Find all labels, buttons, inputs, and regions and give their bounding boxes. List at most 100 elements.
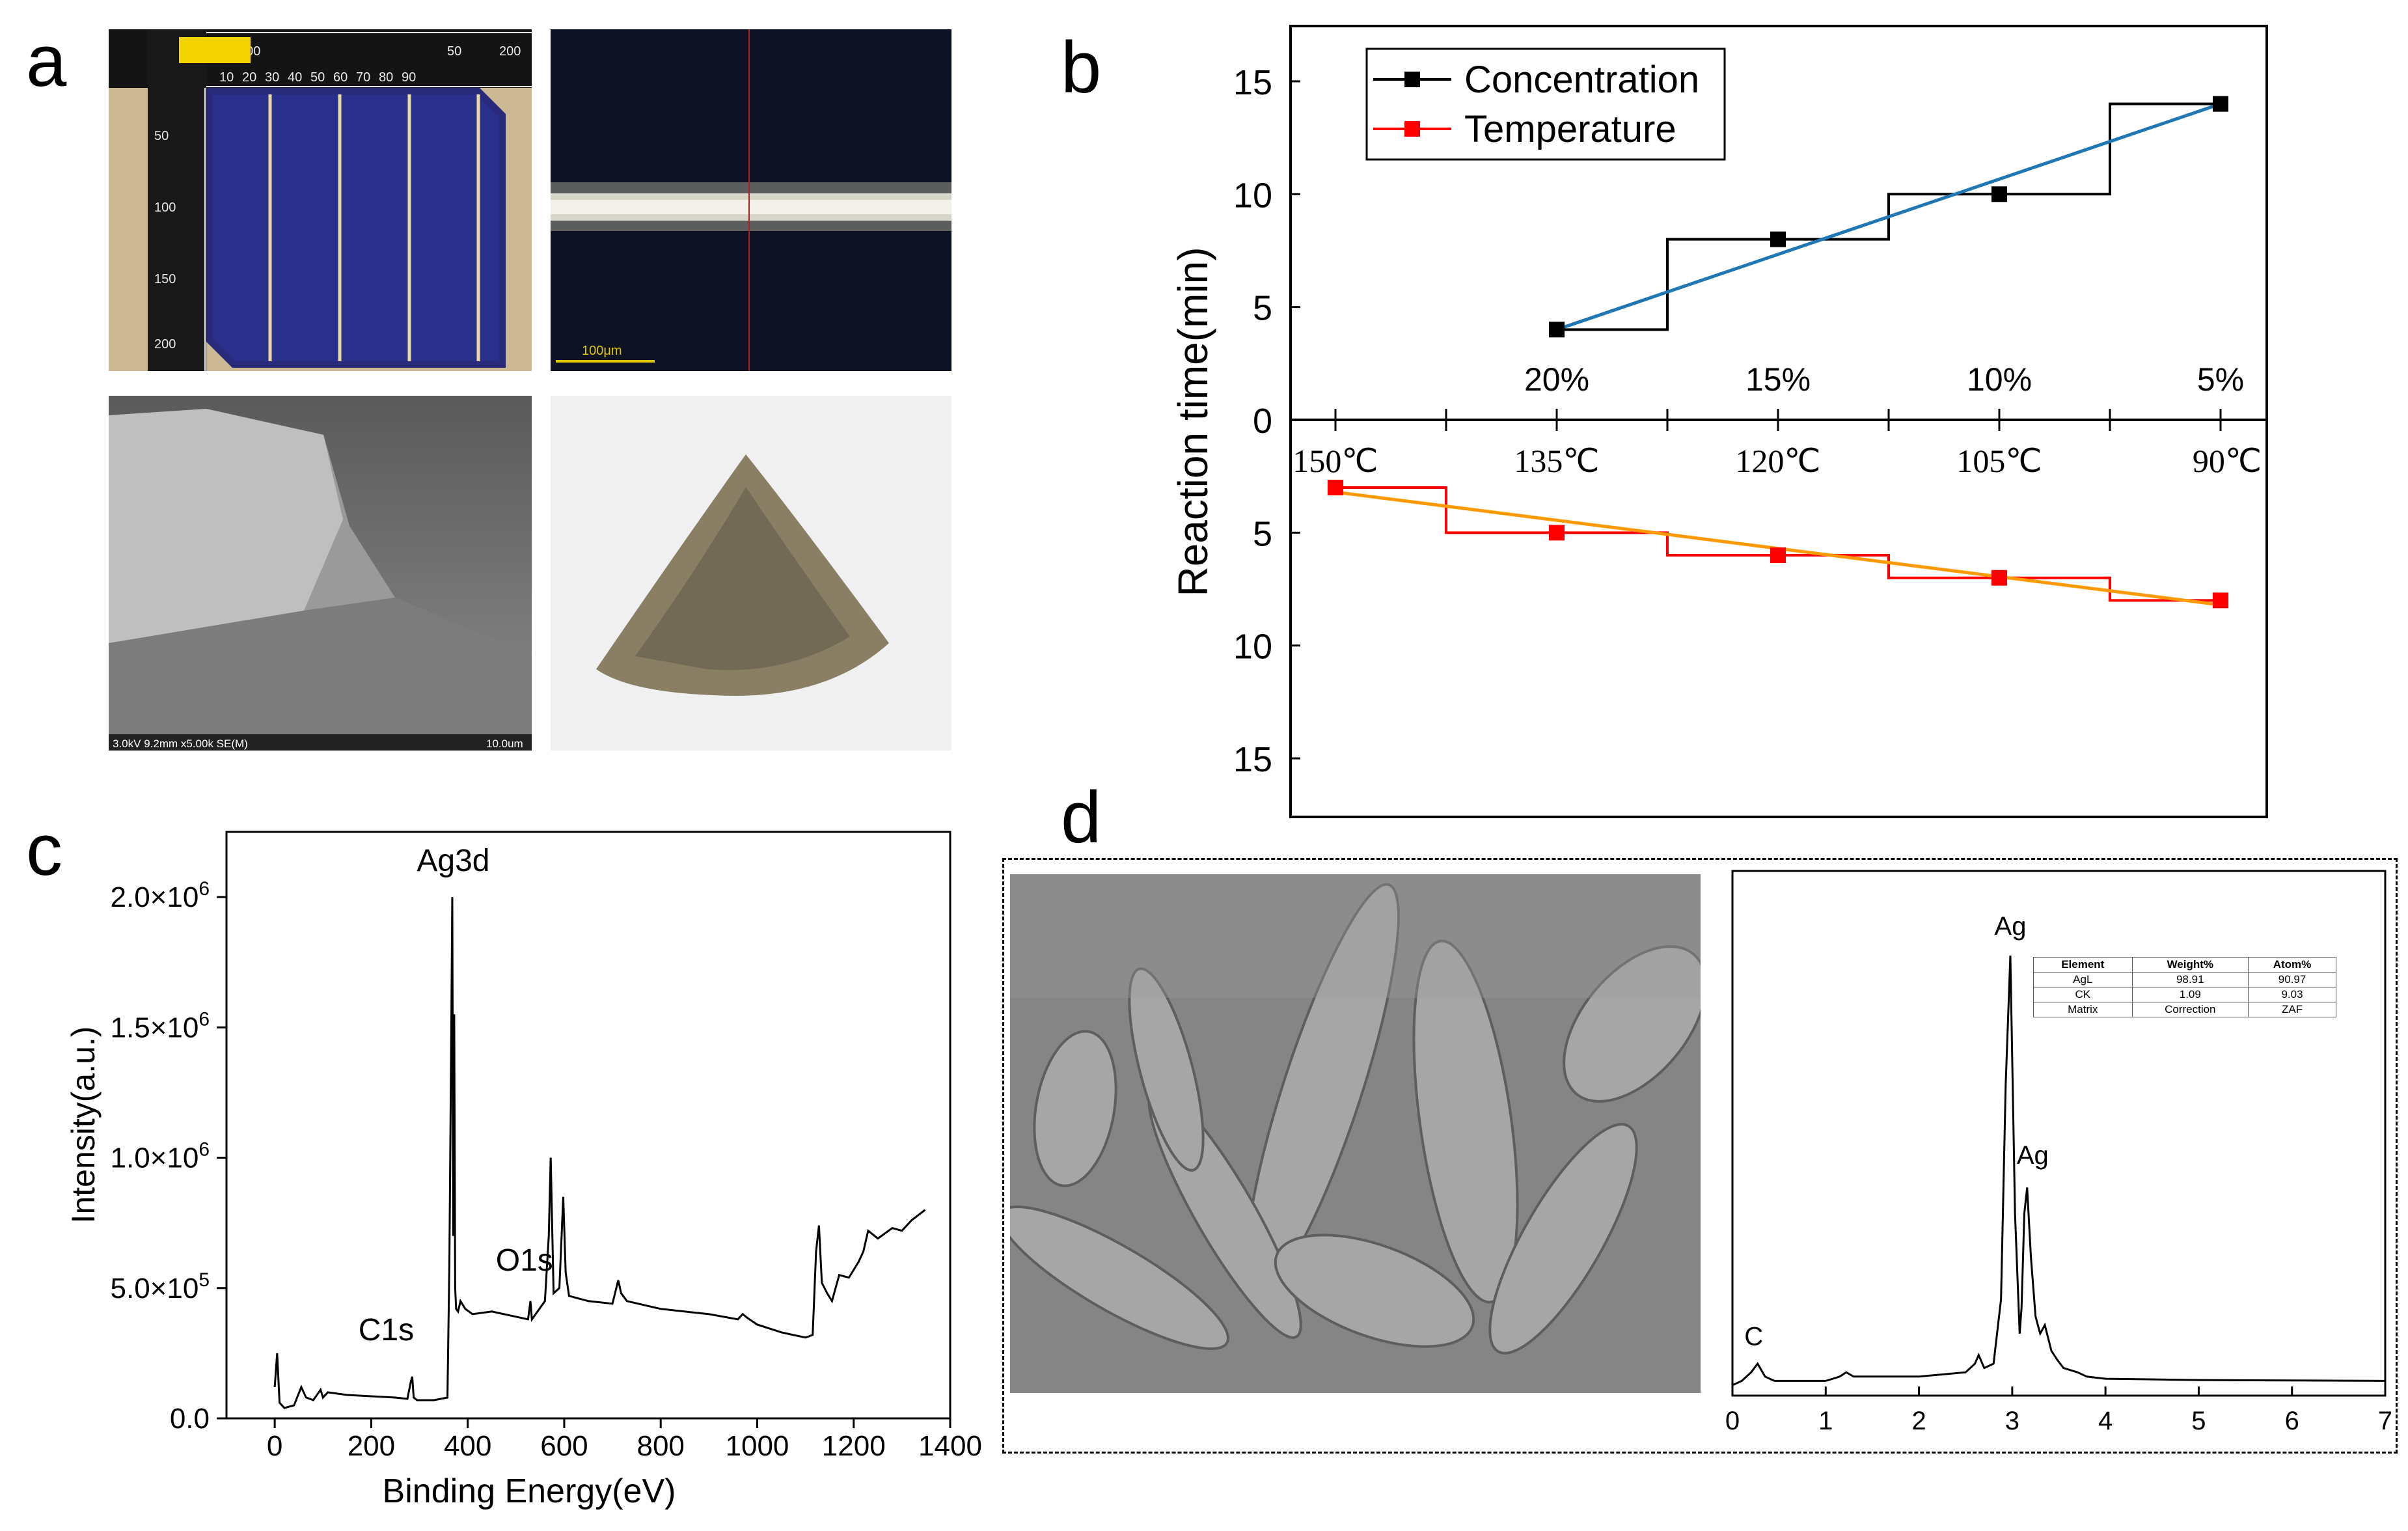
temperature-point: [1770, 547, 1786, 564]
ruler-label: 60: [333, 70, 348, 85]
temperature-point: [1549, 525, 1565, 541]
chart-c-xtick-label: 200: [348, 1430, 395, 1462]
temperature-label: 135℃: [1514, 443, 1599, 479]
table-row: CK 1.09 9.03: [2033, 987, 2336, 1002]
chart-b-ytick-label: 5: [1253, 289, 1272, 328]
chart-c-xtick-label: 600: [540, 1430, 588, 1462]
chart-c-ytick-label: 0.0: [170, 1403, 210, 1435]
table-row: Matrix Correction ZAF: [2033, 1002, 2336, 1017]
legend-concentration-marker: [1404, 72, 1420, 87]
concentration-label: 10%: [1967, 361, 2032, 398]
chart-b-ylabel: Reaction time(min): [1170, 247, 1216, 596]
panel-letter-c: c: [26, 809, 62, 890]
ruler-label: 50: [310, 70, 325, 85]
chart-d-xtick-label: 3: [2005, 1407, 2019, 1435]
ruler-label: 70: [356, 70, 370, 85]
eds-peak-label: Ag: [1995, 912, 2027, 941]
temperature-label: 120℃: [1735, 443, 1820, 479]
chart-b-ytick-label: 15: [1233, 740, 1272, 779]
xps-spectrum-line: [273, 897, 926, 1409]
panel-letter-d: d: [1061, 777, 1102, 858]
chart-b-ytick-label: 5: [1253, 514, 1272, 553]
chart-c-frame: [225, 831, 951, 1420]
temperature-label: 150℃: [1293, 443, 1378, 479]
chart-d-xtick-label: 5: [2191, 1407, 2206, 1435]
microscope-photo: 100μm: [551, 29, 951, 371]
eds-peak-label: Ag: [2017, 1141, 2049, 1170]
chart-d-xtick-label: 4: [2098, 1407, 2113, 1435]
temperature-label: 90℃: [2193, 443, 2262, 479]
chart-c-xtick-label: 1000: [726, 1430, 789, 1462]
concentration-point: [1991, 186, 2007, 202]
eds-cell: Correction: [2131, 1002, 2249, 1017]
eds-spectrum-line: [1732, 955, 2386, 1386]
concentration-label: 20%: [1524, 361, 1589, 398]
panel-letter-b: b: [1061, 27, 1102, 108]
chart-c-ylabel: Intensity(a.u.): [65, 1027, 102, 1224]
ruler-label: 150: [154, 272, 176, 286]
chart-b-ytick-label: 15: [1233, 63, 1272, 102]
eds-cell: 1.09: [2131, 987, 2249, 1002]
panel-letter-a: a: [26, 20, 67, 102]
concentration-label: 5%: [2197, 361, 2244, 398]
chart-c-xtick-label: 0: [267, 1430, 282, 1462]
eds-header-atom: Atom%: [2248, 957, 2336, 972]
solar-cell-photo: 100 50 10 20 30 40 50 60 70 80 90 200 50…: [109, 29, 532, 371]
ruler-label: 200: [499, 44, 521, 59]
sem-scale: 10.0um: [486, 738, 523, 750]
xps-peak-label: Ag3d: [417, 844, 489, 878]
ruler-label: 200: [154, 337, 176, 352]
temperature-point: [2213, 592, 2228, 609]
chart-c-ytick-label: 2.0×106: [111, 878, 210, 913]
ruler-label: 40: [288, 70, 302, 85]
legend-concentration-label: Concentration: [1464, 59, 1699, 101]
sem-cross-section-photo: 3.0kV 9.2mm x5.00k SE(M) 10.0um: [109, 396, 532, 751]
chart-c-xtick-label: 400: [444, 1430, 491, 1462]
xps-peak-label: C1s: [359, 1313, 414, 1347]
ruler-label: 20: [242, 70, 256, 85]
concentration-point: [2213, 96, 2228, 112]
eds-cell: 98.91: [2131, 972, 2249, 987]
chart-b-frame: [1289, 25, 2268, 818]
chart-c-xtick-label: 1400: [918, 1430, 982, 1462]
chart-d-xtick-label: 6: [2285, 1407, 2299, 1435]
chart-b-legend: Concentration Temperature: [1365, 48, 1726, 161]
ruler-label: 50: [154, 129, 169, 143]
temperature-point: [1991, 570, 2007, 586]
chart-c-ytick-label: 1.0×106: [111, 1139, 210, 1174]
concentration-point: [1770, 231, 1786, 247]
chart-c-ytick-label: 1.5×106: [111, 1008, 210, 1043]
eds-cell: Matrix: [2033, 1002, 2133, 1017]
temperature-point: [1328, 480, 1343, 496]
legend-temperature-label: Temperature: [1464, 108, 1676, 150]
chart-d-xtick-label: 0: [1725, 1407, 1740, 1435]
concentration-label: 15%: [1745, 361, 1811, 398]
chart-d-xtick-label: 2: [1911, 1407, 1926, 1435]
powder-photo: [551, 396, 951, 751]
sem-caption: 3.0kV 9.2mm x5.00k SE(M): [113, 738, 248, 750]
chart-b-ytick-label: 10: [1233, 176, 1272, 215]
ruler-label: 30: [265, 70, 279, 85]
concentration-fit-line: [1556, 102, 2221, 331]
chart-b-ytick-label: 10: [1233, 628, 1272, 667]
xps-peak-label: O1s: [496, 1243, 553, 1278]
eds-table: Element Weight% Atom% AgL 98.91 90.97 CK…: [2033, 957, 2336, 1017]
eds-header-weight: Weight%: [2131, 957, 2249, 972]
eds-cell: 90.97: [2248, 972, 2336, 987]
chart-d-frame: [1731, 870, 2387, 1397]
chart-c-xlabel: Binding Energy(eV): [383, 1472, 676, 1510]
chart-c-xtick-label: 800: [636, 1430, 684, 1462]
legend-temperature-marker: [1404, 121, 1420, 137]
ruler-label: 80: [379, 70, 393, 85]
ruler-label: 10: [219, 70, 234, 85]
eds-cell: AgL: [2033, 972, 2133, 987]
ruler-label: 100: [154, 200, 176, 215]
table-row: AgL 98.91 90.97: [2033, 972, 2336, 987]
eds-header-element: Element: [2033, 957, 2133, 972]
concentration-point: [1549, 322, 1565, 338]
ruler-label: 90: [402, 70, 416, 85]
eds-cell: 9.03: [2248, 987, 2336, 1002]
